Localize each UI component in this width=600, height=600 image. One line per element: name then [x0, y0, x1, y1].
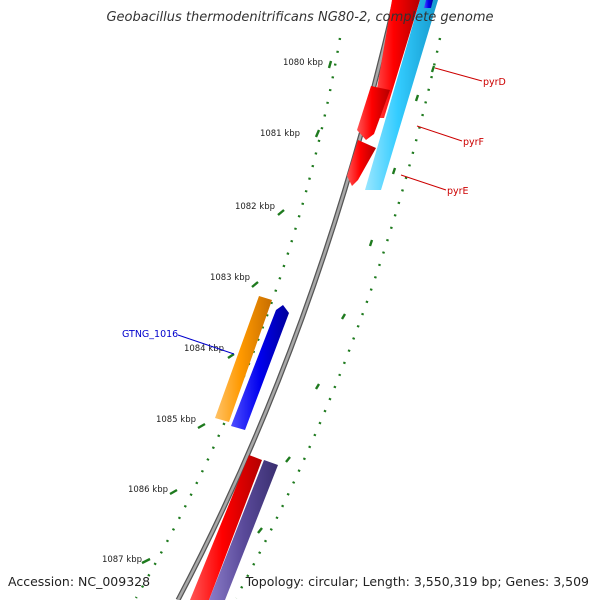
GTNG_1016-leader [177, 334, 235, 355]
gene-pyrD[interactable] [372, 0, 420, 118]
tick-label-1082: 1082 kbp [235, 202, 275, 212]
accession-label: Accession: NC_009328 [8, 574, 151, 589]
gene-label-GTNG_1016[interactable]: GTNG_1016 [122, 329, 178, 340]
tick-label-1083: 1083 kbp [210, 273, 250, 283]
backbone [176, 0, 397, 600]
gene-red-bottom[interactable] [190, 455, 262, 600]
backbone-shadow [175, 0, 398, 600]
tick-label-1087: 1087 kbp [102, 555, 142, 565]
gene-blue-top[interactable] [424, 0, 433, 8]
tick-label-1080: 1080 kbp [283, 58, 323, 68]
gene-label-pyrE[interactable]: pyrE [447, 186, 469, 197]
gene-pyrE[interactable] [347, 140, 376, 186]
kbp-labels: 1080 kbp 1081 kbp 1082 kbp 1083 kbp 1084… [102, 58, 323, 565]
gene-cyan[interactable] [365, 0, 438, 190]
gene-label-pyrF[interactable]: pyrF [463, 137, 484, 148]
gene-blue-middle[interactable] [231, 305, 289, 430]
pyrF-leader [416, 125, 463, 142]
gene-pyrF[interactable] [357, 86, 390, 140]
pyrD-leader [434, 67, 483, 82]
gene-purple-bottom[interactable] [209, 460, 278, 600]
map-title: Geobacillus thermodenitrificans NG80-2, … [106, 10, 494, 25]
tick-label-1081: 1081 kbp [260, 129, 300, 139]
genome-summary: Topology: circular; Length: 3,550,319 bp… [245, 574, 589, 589]
outer-major-ticks [257, 65, 436, 534]
tick-label-1085: 1085 kbp [156, 415, 196, 425]
pyrE-leader [400, 174, 447, 191]
inner-major-ticks [141, 60, 333, 565]
gene-GTNG_1016[interactable] [215, 296, 272, 422]
outer-tick-ring [234, 37, 442, 599]
gene-label-pyrD[interactable]: pyrD [483, 77, 506, 88]
tick-label-1084: 1084 kbp [184, 344, 224, 354]
tick-label-1086: 1086 kbp [128, 485, 168, 495]
